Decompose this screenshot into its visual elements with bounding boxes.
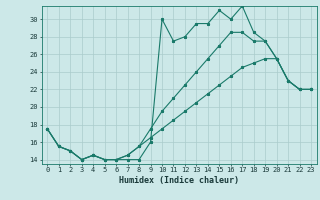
X-axis label: Humidex (Indice chaleur): Humidex (Indice chaleur) <box>119 176 239 185</box>
